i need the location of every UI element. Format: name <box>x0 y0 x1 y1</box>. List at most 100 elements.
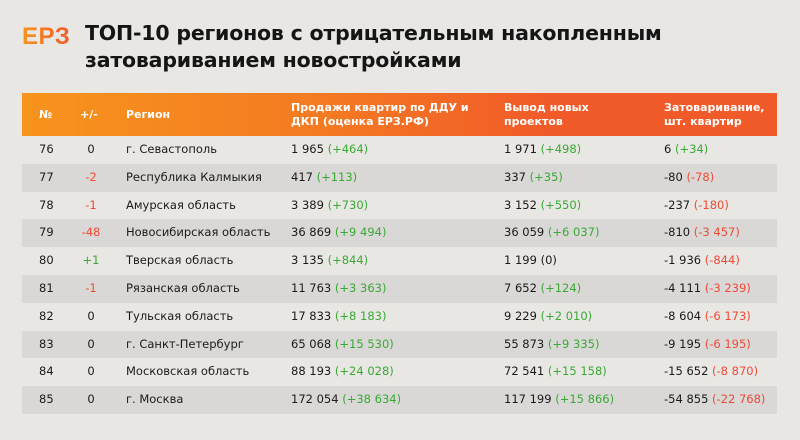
region-cell: Московская область <box>126 364 250 379</box>
sales-cell: 3 135 (+844) <box>291 247 368 275</box>
sales-value: 11 763 <box>291 280 332 295</box>
new-projects-value: 1 199 <box>504 253 537 268</box>
ranking-table: № +/- Регион Продажи квартир по ДДУ и ДК… <box>22 93 777 414</box>
overstock-cell: -9 195 (-6 195) <box>664 331 751 359</box>
sales-cell: 11 763 (+3 363) <box>291 275 386 303</box>
new-projects-cell: 117 199 (+15 866) <box>504 386 614 414</box>
overstock-delta: (-844) <box>704 253 740 268</box>
sales-value: 65 068 <box>291 336 332 351</box>
overstock-value: -237 <box>664 197 691 212</box>
new-projects-delta: (+35) <box>529 169 563 184</box>
region-cell: г. Санкт-Петербург <box>126 336 244 351</box>
change-cell: 0 <box>87 142 95 156</box>
new-projects-delta: (+6 037) <box>547 225 600 240</box>
sales-delta: (+9 494) <box>334 225 387 240</box>
sales-cell: 1 965 (+464) <box>291 136 368 164</box>
overstock-cell: -80 (-78) <box>664 164 714 192</box>
table-row: 79 -48 Новосибирская область 36 869 (+9 494… <box>22 219 777 248</box>
sales-cell: 17 833 (+8 183) <box>291 303 386 331</box>
region-cell: г. Севастополь <box>126 142 218 156</box>
sales-delta: (+730) <box>327 197 369 212</box>
sales-value: 417 <box>291 169 313 184</box>
region-cell: Рязанская область <box>126 280 240 295</box>
rank-cell: 78 <box>39 197 54 212</box>
new-projects-cell: 1 971 (+498) <box>504 136 581 164</box>
sales-delta: (+24 028) <box>334 364 394 379</box>
overstock-delta: (-8 870) <box>712 364 759 379</box>
overstock-cell: -54 855 (-22 768) <box>664 386 765 414</box>
region-cell: Тульская область <box>126 308 234 323</box>
erz-logo: ЕРЗ <box>22 23 71 50</box>
rank-cell: 81 <box>39 280 54 295</box>
rank-cell: 83 <box>39 336 54 351</box>
new-projects-delta: (+9 335) <box>547 336 600 351</box>
sales-delta: (+38 634) <box>342 392 402 407</box>
overstock-delta: (-22 768) <box>712 392 766 407</box>
overstock-value: -54 855 <box>664 392 709 407</box>
rank-cell: 80 <box>39 253 54 268</box>
change-cell: -48 <box>81 225 101 240</box>
overstock-cell: -237 (-180) <box>664 192 729 220</box>
sales-value: 88 193 <box>291 364 332 379</box>
new-projects-value: 7 652 <box>504 280 537 295</box>
overstock-delta: (-3 239) <box>704 280 751 295</box>
sales-cell: 417 (+113) <box>291 164 357 192</box>
change-cell: -1 <box>85 280 97 295</box>
table-row: 78 -1 Амурская область 3 389 (+730) 3 152 (+… <box>22 192 777 220</box>
table-row: 76 0 г. Севастополь 1 965 (+464) 1 971 (+498… <box>22 136 777 164</box>
sales-value: 172 054 <box>291 392 339 407</box>
overstock-delta: (-6 173) <box>704 308 751 323</box>
overstock-value: -1 936 <box>664 253 702 268</box>
region-cell: г. Москва <box>126 392 184 407</box>
sales-delta: (+464) <box>327 142 369 156</box>
table-row: 85 0 г. Москва 172 054 (+38 634) 117 199 (+1… <box>22 386 777 414</box>
sales-cell: 172 054 (+38 634) <box>291 386 401 414</box>
new-projects-value: 55 873 <box>504 336 545 351</box>
new-projects-delta: (+124) <box>540 280 582 295</box>
overstock-cell: -15 652 (-8 870) <box>664 358 758 386</box>
overstock-value: -9 195 <box>664 336 702 351</box>
new-projects-delta: (+2 010) <box>540 308 593 323</box>
change-cell: 0 <box>87 308 95 323</box>
new-projects-cell: 36 059 (+6 037) <box>504 219 599 247</box>
overstock-delta: (+34) <box>674 142 709 156</box>
overstock-cell: -1 936 (-844) <box>664 247 740 275</box>
new-projects-cell: 7 652 (+124) <box>504 275 581 303</box>
page-title: ТОП-10 регионов с отрицательным накоплен… <box>85 21 662 72</box>
sales-delta: (+15 530) <box>334 336 394 351</box>
sales-delta: (+844) <box>327 253 369 268</box>
new-projects-value: 3 152 <box>504 197 537 212</box>
overstock-value: -4 111 <box>664 280 702 295</box>
sales-delta: (+113) <box>316 169 358 184</box>
overstock-delta: (-3 457) <box>693 225 740 240</box>
table-row: 83 0 г. Санкт-Петербург 65 068 (+15 530) 55 … <box>22 330 777 359</box>
table-row: 80 +1 Тверская область 3 135 (+844) 1 199 (0… <box>22 247 777 275</box>
new-projects-value: 36 059 <box>504 225 545 240</box>
overstock-cell: 6 (+34) <box>664 136 708 164</box>
new-projects-value: 1 971 <box>504 142 537 156</box>
rank-cell: 85 <box>39 392 54 407</box>
column-header-region: Регион <box>126 107 171 121</box>
column-header-new-projects: Вывод новых проектов <box>504 100 589 128</box>
sales-cell: 3 389 (+730) <box>291 192 368 220</box>
new-projects-cell: 9 229 (+2 010) <box>504 303 592 331</box>
new-projects-cell: 72 541 (+15 158) <box>504 358 607 386</box>
change-cell: 0 <box>87 364 95 379</box>
overstock-value: 6 <box>664 142 672 156</box>
sales-delta: (+8 183) <box>334 308 387 323</box>
new-projects-value: 337 <box>504 169 526 184</box>
table-row: 82 0 Тульская область 17 833 (+8 183) 9 229 … <box>22 303 777 331</box>
new-projects-value: 72 541 <box>504 364 545 379</box>
new-projects-delta: (+550) <box>540 197 582 212</box>
change-cell: 0 <box>87 336 95 351</box>
sales-value: 3 389 <box>291 197 324 212</box>
overstock-cell: -8 604 (-6 173) <box>664 303 751 331</box>
new-projects-cell: 337 (+35) <box>504 164 563 192</box>
sales-delta: (+3 363) <box>334 280 387 295</box>
change-cell: +1 <box>82 253 100 268</box>
change-cell: 0 <box>87 392 95 407</box>
rank-cell: 79 <box>39 225 54 240</box>
table-row: 77 -2 Республика Калмыкия 417 (+113) 337 (+3… <box>22 163 777 192</box>
sales-value: 1 965 <box>291 142 324 156</box>
sales-value: 36 869 <box>291 225 332 240</box>
